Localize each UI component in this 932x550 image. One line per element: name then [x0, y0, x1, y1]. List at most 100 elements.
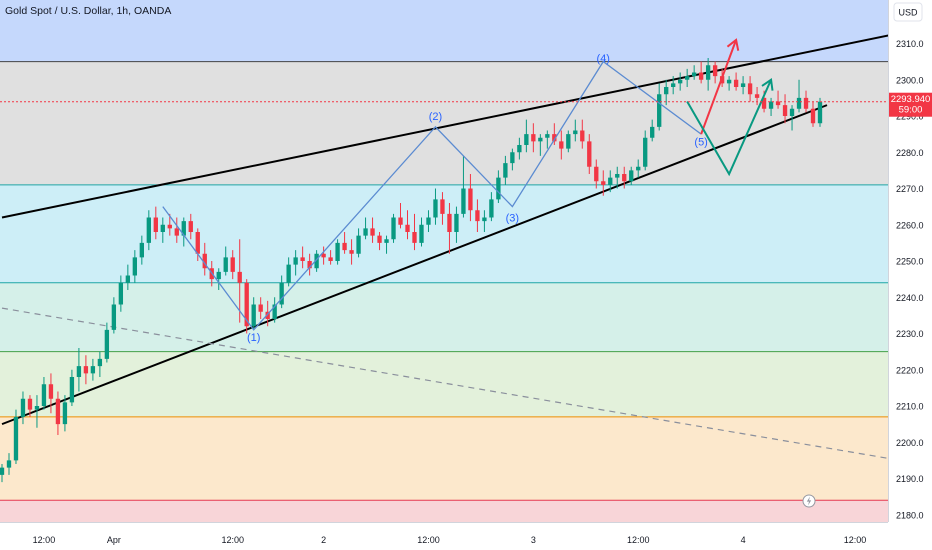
candle	[342, 232, 347, 254]
candle	[251, 297, 256, 330]
candle-body	[167, 224, 172, 229]
candle-body	[69, 377, 75, 403]
price-tick-label: 2270.0	[896, 184, 924, 194]
candle-body	[691, 72, 697, 77]
time-tick-label: 12:00	[33, 535, 56, 545]
price-tick-label: 2250.0	[896, 257, 924, 267]
candle	[104, 322, 110, 363]
candle-body	[705, 65, 711, 80]
candle-body	[454, 213, 459, 232]
candle	[181, 217, 186, 247]
candle-body	[181, 221, 186, 236]
candle	[167, 213, 172, 236]
candle	[370, 217, 375, 243]
candle	[664, 79, 669, 106]
candle-body	[650, 126, 655, 138]
time-tick-label: Apr	[107, 535, 121, 545]
candle-body	[601, 181, 606, 185]
candle	[712, 61, 718, 84]
candle-body	[118, 282, 124, 305]
wave-label: (4)	[597, 53, 610, 65]
candle-body	[587, 141, 592, 167]
candle	[684, 68, 690, 87]
channel-trendline	[1, 29, 912, 219]
candle	[775, 90, 781, 109]
candle	[188, 213, 193, 240]
candle	[789, 105, 795, 131]
candle-body	[684, 76, 690, 80]
candle-body	[531, 134, 536, 142]
candle	[328, 250, 333, 265]
horizontal-levels	[0, 61, 888, 501]
wave-label: (1)	[247, 332, 260, 344]
candle	[803, 90, 809, 113]
candle-body	[237, 271, 242, 283]
price-tick-label: 2230.0	[896, 329, 924, 339]
lightning-icon[interactable]	[802, 494, 816, 508]
current-price-value: 2293.940	[891, 94, 931, 105]
candle-body	[489, 199, 494, 218]
dashed-trendline	[1, 307, 932, 467]
candle-body	[321, 253, 326, 258]
candle	[691, 65, 697, 80]
candle-body	[48, 384, 54, 399]
candle	[705, 58, 711, 91]
price-axis[interactable]: 2180.0 2190.0 2200.0 2210.0 2220.0 2230.0 2240…	[896, 39, 924, 520]
candle-body	[447, 213, 452, 232]
candle	[321, 246, 326, 265]
candle-body	[62, 402, 68, 425]
alternate-projection-arrow-head	[761, 78, 774, 91]
candle	[363, 217, 368, 240]
candle-body	[0, 467, 5, 475]
bullish-projection-arrow	[700, 39, 738, 135]
candle	[132, 250, 138, 283]
candle	[650, 119, 655, 142]
candle	[412, 213, 417, 251]
candle	[468, 174, 473, 222]
candle	[202, 242, 207, 276]
wave-label: (3)	[506, 213, 519, 225]
candle-body	[671, 83, 676, 87]
candle	[454, 206, 459, 243]
price-tick-label: 2210.0	[896, 402, 924, 412]
candle-body	[13, 416, 19, 461]
candle-body	[377, 235, 382, 243]
candle-body	[160, 224, 165, 232]
candle	[83, 355, 89, 385]
candle	[34, 395, 40, 428]
candle-body	[349, 250, 354, 254]
currency-button[interactable]: USD	[893, 2, 923, 22]
candle	[740, 76, 746, 95]
candle	[503, 155, 508, 185]
candle	[13, 409, 19, 464]
candle	[223, 246, 228, 276]
price-tick-label: 2220.0	[896, 365, 924, 375]
candle	[62, 395, 68, 432]
candlesticks	[0, 58, 823, 483]
candle	[55, 391, 61, 435]
price-tick-label: 2190.0	[896, 474, 924, 484]
candle-body	[293, 257, 298, 265]
time-tick-label: 12:00	[221, 535, 244, 545]
wave-label: (2)	[429, 111, 442, 123]
wave-label: (5)	[694, 136, 707, 148]
candle	[230, 250, 235, 280]
candle	[391, 213, 396, 243]
candle-body	[580, 130, 585, 142]
candle	[733, 72, 739, 91]
zone-band	[0, 0, 888, 62]
candle	[475, 199, 480, 232]
candle-body	[678, 79, 683, 84]
candle-body	[475, 210, 480, 222]
candle-body	[761, 97, 767, 109]
candle-body	[426, 217, 431, 225]
candle-body	[440, 199, 445, 214]
chart-title: Gold Spot / U.S. Dollar, 1h, OANDA	[5, 5, 171, 17]
candle	[125, 264, 131, 290]
candle	[195, 228, 200, 261]
candle	[461, 155, 466, 218]
candle	[524, 119, 529, 153]
candle	[97, 351, 103, 377]
